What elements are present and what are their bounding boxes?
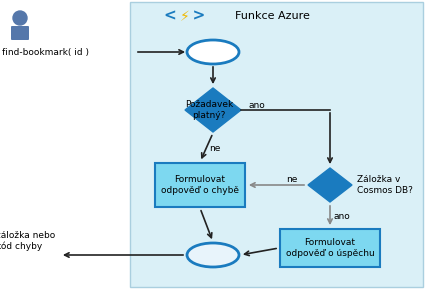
FancyBboxPatch shape — [155, 163, 245, 207]
Text: ne: ne — [285, 175, 296, 184]
Text: záložka nebo
kód chyby: záložka nebo kód chyby — [0, 231, 55, 251]
Text: Formulovat
odpověď o úspěchu: Formulovat odpověď o úspěchu — [285, 238, 374, 258]
Text: ano: ano — [333, 212, 350, 221]
Ellipse shape — [187, 243, 239, 267]
FancyBboxPatch shape — [130, 2, 422, 287]
Text: Funkce Azure: Funkce Azure — [234, 11, 309, 21]
Text: find-bookmark( id ): find-bookmark( id ) — [2, 47, 89, 57]
Ellipse shape — [187, 40, 239, 64]
FancyBboxPatch shape — [279, 229, 379, 267]
Circle shape — [13, 11, 27, 25]
Polygon shape — [184, 88, 240, 132]
FancyBboxPatch shape — [11, 26, 29, 40]
Text: Formulovat
odpověď o chybě: Formulovat odpověď o chybě — [161, 175, 239, 195]
Text: ne: ne — [209, 144, 220, 153]
Text: ano: ano — [248, 101, 265, 110]
Text: ⚡: ⚡ — [180, 10, 190, 24]
Text: Záložka v
Cosmos DB?: Záložka v Cosmos DB? — [356, 175, 412, 195]
Text: <   >: < > — [164, 8, 205, 23]
Polygon shape — [307, 168, 351, 202]
Text: Požadavek
platný?: Požadavek platný? — [184, 100, 233, 120]
